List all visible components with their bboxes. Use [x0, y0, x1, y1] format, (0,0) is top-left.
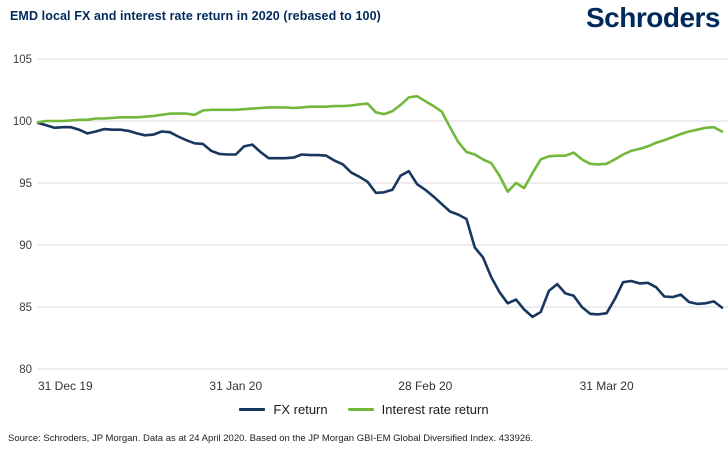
x-tick-label: 28 Feb 20	[398, 379, 452, 393]
legend-item-fx-return: FX return	[239, 402, 328, 417]
y-tick-label: 85	[19, 302, 32, 314]
y-tick-label: 90	[19, 240, 32, 252]
interest-rate-return-line-swatch	[347, 408, 374, 411]
page-title: EMD local FX and interest rate return in…	[10, 9, 381, 23]
fx-return-legend-label: FX return	[273, 402, 328, 417]
y-tick-label: 105	[13, 54, 32, 66]
fx-return-line	[36, 121, 724, 319]
y-tick-label: 80	[19, 364, 32, 376]
schroders-logo: Schroders	[586, 2, 721, 33]
legend-item-interest-rate-return: Interest rate return	[347, 402, 489, 417]
y-tick-label: 95	[19, 178, 32, 190]
line-chart: 105 100 95 90 85 80 31 Dec 19 31 Jan 20 28 Feb 2…	[13, 54, 728, 393]
x-tick-label: 31 Mar 20	[580, 379, 634, 393]
x-tick-label: 31 Jan 20	[209, 379, 262, 393]
source-text: Source: Schroders, JP Morgan. Data as at…	[8, 433, 534, 444]
interest-rate-return-line	[36, 94, 724, 193]
y-tick-label: 100	[13, 116, 32, 128]
chart-legend: FX return Interest rate return	[0, 402, 728, 417]
interest-rate-return-legend-label: Interest rate return	[381, 402, 489, 417]
x-tick-label: 31 Dec 19	[38, 379, 93, 393]
fx-return-line-swatch	[239, 408, 266, 411]
